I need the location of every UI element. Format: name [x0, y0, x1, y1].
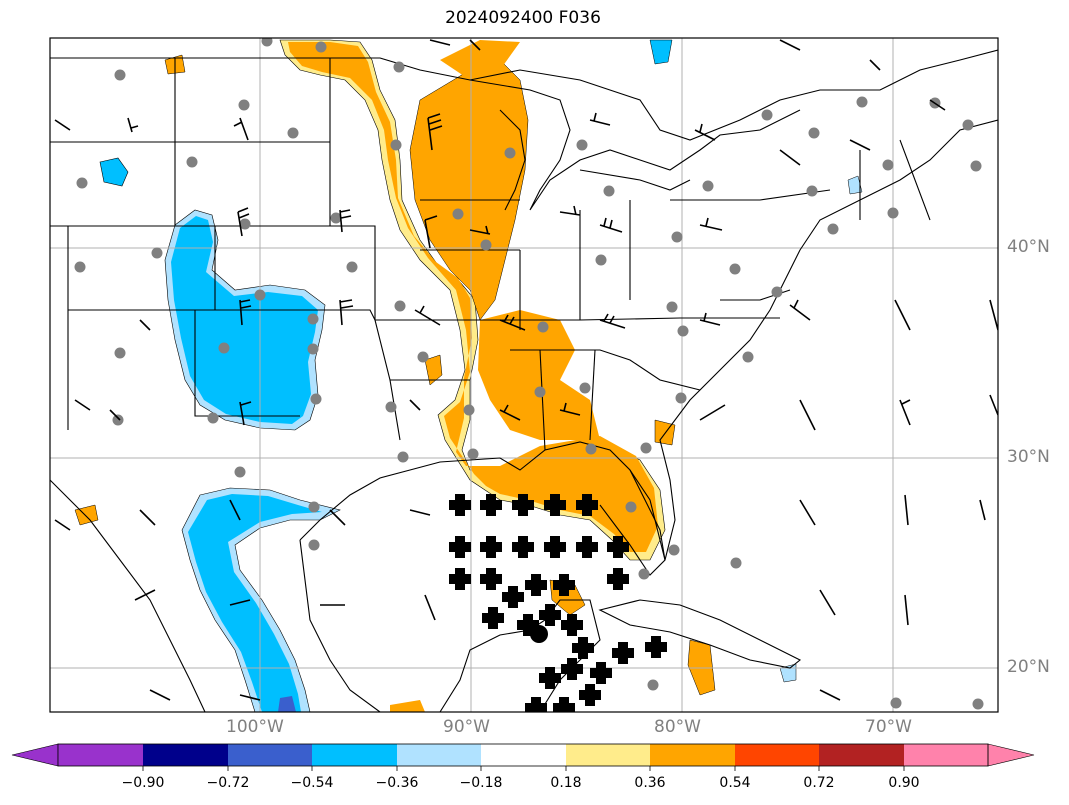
colorbar-tick-label: 0.90 — [888, 775, 920, 791]
colorbar-outline — [57, 743, 989, 767]
colorbar-tick-label: 0.54 — [719, 775, 751, 791]
lat-label-20n: 20°N — [1007, 657, 1050, 677]
colorbar-tick-label: 0.36 — [634, 775, 666, 791]
colorbar-segment — [228, 744, 312, 766]
colorbar-tick-label: 0.72 — [803, 775, 835, 791]
lat-label-40n: 40°N — [1007, 237, 1050, 257]
map-frame — [49, 37, 999, 713]
lon-label-90w: 90°W — [443, 717, 490, 737]
colorbar-tick-label: −0.90 — [121, 775, 165, 791]
wind-barbs — [50, 39, 998, 705]
colorbar-segment — [143, 744, 228, 766]
positive-anomaly-region — [74, 39, 716, 712]
colorbar-segment — [566, 744, 650, 766]
station-markers — [74, 38, 984, 710]
colorbar-segment — [735, 744, 819, 766]
cyclone-center-marker — [530, 625, 548, 643]
cyclone-markers — [449, 494, 667, 712]
lon-label-100w: 100°W — [226, 717, 284, 737]
colorbar-extend-low — [11, 743, 59, 767]
colorbar-extend-high — [987, 743, 1035, 767]
colorbar — [11, 743, 1035, 771]
lat-lon-grid — [50, 38, 998, 712]
colorbar-tick-label: −0.72 — [206, 775, 250, 791]
negative-anomaly-region — [99, 39, 863, 712]
colorbar-tick-label: −0.36 — [375, 775, 419, 791]
colorbar-segment — [904, 744, 988, 766]
colorbar-segment — [312, 744, 397, 766]
lon-label-80w: 80°W — [654, 717, 701, 737]
colorbar-segment — [58, 744, 143, 766]
colorbar-tick-label: 0.18 — [550, 775, 582, 791]
lon-label-70w: 70°W — [865, 717, 912, 737]
colorbar-segment — [481, 744, 566, 766]
colorbar-segment — [819, 744, 904, 766]
lat-label-30n: 30°N — [1007, 447, 1050, 467]
map-title: 2024092400 F036 — [445, 8, 601, 28]
colorbar-tick-label: −0.54 — [290, 775, 334, 791]
colorbar-tick-label: −0.18 — [459, 775, 503, 791]
colorbar-segment — [397, 744, 481, 766]
colorbar-segment — [650, 744, 735, 766]
